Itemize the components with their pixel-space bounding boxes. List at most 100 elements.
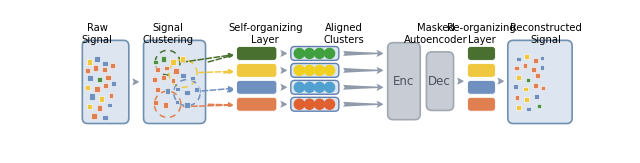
Bar	[535, 74, 540, 78]
Bar	[524, 87, 528, 91]
Circle shape	[294, 65, 305, 75]
FancyBboxPatch shape	[237, 46, 277, 60]
Circle shape	[305, 82, 314, 92]
Bar	[102, 67, 107, 72]
Bar	[194, 87, 198, 92]
Bar	[522, 63, 527, 68]
FancyBboxPatch shape	[237, 97, 277, 111]
Circle shape	[324, 82, 335, 92]
Bar	[93, 65, 98, 71]
Circle shape	[324, 65, 335, 75]
Bar	[534, 94, 539, 99]
Bar	[92, 113, 97, 119]
Bar	[161, 56, 166, 61]
Circle shape	[314, 65, 324, 75]
Bar	[107, 103, 112, 107]
Bar	[103, 83, 108, 88]
Circle shape	[294, 82, 305, 92]
Text: Signal
Clustering: Signal Clustering	[142, 23, 193, 45]
FancyBboxPatch shape	[143, 40, 205, 124]
FancyBboxPatch shape	[467, 80, 495, 94]
Bar	[94, 56, 100, 61]
FancyBboxPatch shape	[83, 40, 129, 124]
Text: Re-organizing
Layer: Re-organizing Layer	[447, 23, 516, 45]
FancyBboxPatch shape	[388, 43, 420, 120]
FancyBboxPatch shape	[291, 63, 339, 77]
Bar	[541, 86, 545, 90]
Text: Self-organizing
Layer: Self-organizing Layer	[228, 23, 303, 45]
Text: Aligned
Clusters: Aligned Clusters	[323, 23, 364, 45]
Text: Dec: Dec	[428, 75, 451, 88]
Bar	[155, 87, 160, 92]
FancyBboxPatch shape	[291, 80, 339, 94]
Bar	[516, 75, 521, 80]
Bar	[94, 86, 100, 92]
Bar	[88, 75, 93, 81]
Bar	[515, 95, 520, 100]
Circle shape	[305, 65, 314, 75]
Bar	[513, 84, 518, 89]
Bar	[88, 93, 95, 100]
Bar	[161, 75, 166, 80]
Bar	[155, 67, 160, 72]
FancyBboxPatch shape	[426, 52, 454, 110]
Bar	[173, 68, 179, 74]
Bar	[164, 66, 169, 70]
Circle shape	[324, 99, 335, 109]
Bar	[175, 100, 179, 104]
Circle shape	[305, 48, 314, 59]
Bar	[85, 85, 90, 90]
Bar	[537, 104, 541, 108]
Bar	[153, 100, 157, 105]
Bar	[540, 65, 544, 70]
Bar	[524, 97, 529, 102]
Bar	[111, 81, 116, 86]
Text: Enc: Enc	[394, 75, 415, 88]
Bar	[171, 78, 175, 83]
Bar	[110, 63, 115, 68]
Bar	[86, 59, 92, 65]
Circle shape	[294, 99, 305, 109]
FancyBboxPatch shape	[508, 40, 572, 124]
Bar	[97, 77, 102, 82]
FancyBboxPatch shape	[467, 97, 495, 111]
FancyBboxPatch shape	[291, 97, 339, 111]
Bar	[109, 93, 113, 98]
Bar	[527, 107, 531, 111]
FancyBboxPatch shape	[237, 63, 277, 77]
Bar	[85, 68, 90, 73]
FancyBboxPatch shape	[467, 46, 495, 60]
Bar	[97, 105, 102, 111]
Bar	[152, 77, 157, 82]
Bar	[102, 115, 108, 120]
Text: Reconstructed
Signal: Reconstructed Signal	[510, 23, 582, 45]
FancyBboxPatch shape	[237, 80, 277, 94]
Bar	[153, 60, 157, 64]
Text: Masked
Autoencoder: Masked Autoencoder	[404, 23, 468, 45]
Circle shape	[314, 82, 324, 92]
Bar	[163, 102, 168, 108]
Bar	[180, 56, 185, 61]
Bar	[170, 59, 176, 65]
Bar	[180, 73, 186, 78]
Bar	[526, 78, 530, 82]
Bar	[516, 105, 521, 110]
Bar	[175, 87, 180, 91]
Text: Raw
Signal: Raw Signal	[82, 23, 113, 45]
Bar	[514, 66, 518, 70]
Circle shape	[314, 48, 324, 59]
Bar	[540, 56, 544, 60]
Circle shape	[314, 99, 324, 109]
FancyBboxPatch shape	[467, 63, 495, 77]
Bar	[184, 90, 189, 95]
Bar	[99, 96, 104, 102]
Circle shape	[305, 99, 314, 109]
Bar	[105, 75, 111, 80]
Bar	[190, 76, 195, 80]
Circle shape	[294, 48, 305, 59]
Bar	[165, 89, 170, 94]
Bar	[533, 58, 538, 63]
Bar	[533, 83, 538, 88]
Bar	[184, 102, 189, 108]
Bar	[531, 67, 536, 72]
